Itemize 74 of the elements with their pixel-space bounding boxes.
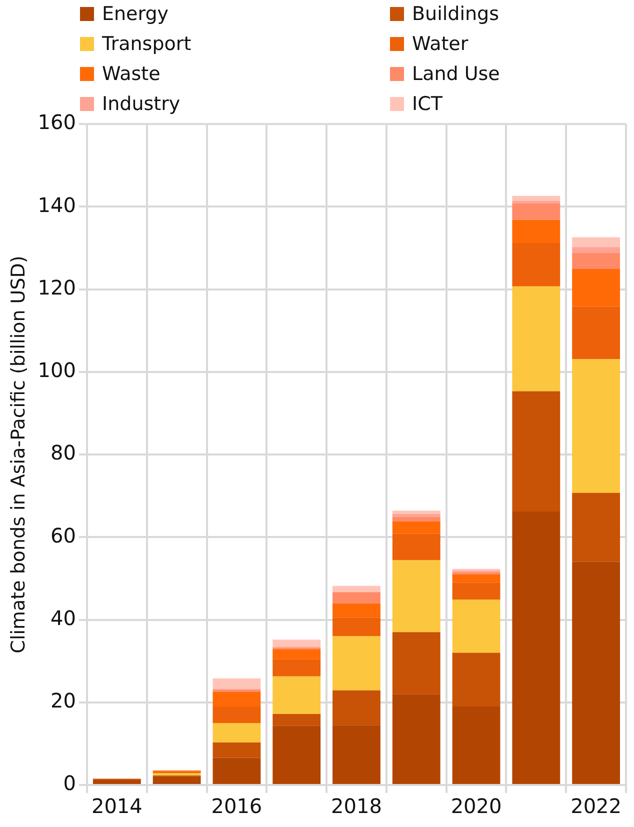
legend-label: Land Use	[412, 63, 500, 85]
bar	[572, 247, 620, 253]
bar	[212, 678, 261, 689]
bar	[272, 714, 321, 726]
y-tick-label: 80	[50, 440, 76, 465]
bar	[572, 237, 620, 248]
x-tick-label: 2018	[331, 794, 382, 818]
y-tick-label: 60	[50, 523, 76, 548]
bar	[512, 391, 560, 512]
bar	[512, 203, 560, 220]
bar	[512, 220, 560, 243]
x-tick-label: 2022	[570, 794, 622, 818]
bar	[392, 521, 440, 534]
bar	[392, 510, 440, 514]
bar	[212, 758, 261, 784]
bar	[272, 649, 321, 660]
bar	[152, 776, 201, 784]
y-tick-label: 20	[50, 688, 76, 713]
bar	[272, 676, 321, 714]
bar	[272, 659, 321, 676]
bar	[512, 286, 560, 392]
bar	[452, 600, 500, 653]
bar	[272, 640, 321, 647]
bar	[212, 706, 261, 724]
bar	[212, 723, 261, 742]
legend-label: Buildings	[412, 3, 499, 25]
bar	[392, 534, 440, 560]
y-tick-label: 100	[38, 358, 76, 382]
bar	[272, 726, 321, 784]
bar	[212, 692, 261, 707]
y-tick-label: 160	[38, 110, 76, 134]
bar	[512, 196, 560, 201]
y-axis-title: Climate bonds in Asia-Pacific (billion USD)	[7, 256, 30, 654]
bar	[212, 690, 261, 692]
bar	[572, 562, 620, 784]
y-tick-label: 0	[63, 771, 76, 796]
bar	[572, 269, 620, 307]
bar	[332, 725, 380, 784]
bar	[452, 706, 500, 784]
bar	[212, 742, 261, 758]
x-tick-label: 2014	[91, 794, 142, 818]
legend-label: Industry	[102, 93, 180, 115]
bar	[392, 516, 440, 522]
bar	[392, 514, 440, 517]
bar	[512, 242, 560, 286]
legend-label: Waste	[102, 63, 160, 85]
bar	[572, 306, 620, 360]
x-tick-label: 2020	[450, 794, 502, 818]
x-tick-label: 2016	[211, 794, 262, 818]
bar	[452, 652, 500, 707]
bar	[512, 200, 560, 204]
y-tick-label: 40	[50, 606, 76, 630]
bar	[572, 492, 620, 562]
bar	[452, 582, 500, 600]
bar	[332, 592, 380, 604]
bar	[392, 694, 440, 784]
bar	[332, 618, 380, 636]
bar	[572, 359, 620, 493]
bar	[572, 252, 620, 270]
bar	[512, 512, 560, 784]
legend-label: Energy	[102, 3, 169, 25]
bar	[452, 574, 500, 583]
legend-label: ICT	[412, 93, 442, 115]
legend-label: Transport	[102, 33, 192, 55]
bar	[332, 636, 380, 690]
bar	[332, 586, 380, 592]
bar	[392, 560, 440, 632]
y-tick-label: 120	[38, 275, 76, 300]
bar	[392, 632, 440, 694]
y-tick-label: 140	[38, 192, 76, 217]
bar	[332, 690, 380, 726]
legend-label: Water	[412, 33, 468, 55]
bar	[332, 603, 380, 618]
bar	[92, 780, 141, 784]
